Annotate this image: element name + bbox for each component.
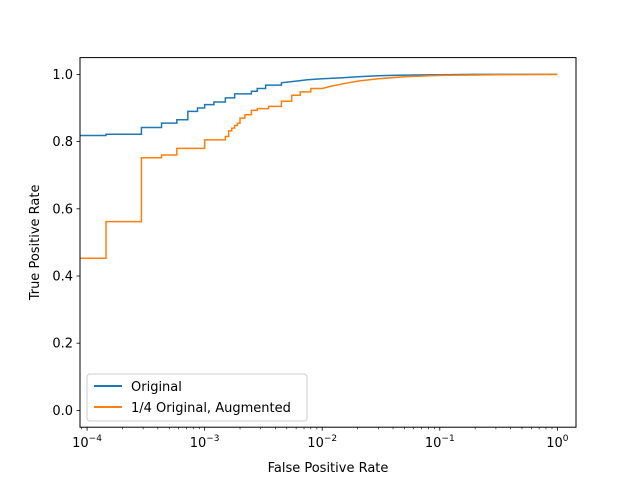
y-tick-label: 0.4: [52, 270, 73, 285]
series-layer: [80, 73, 558, 259]
y-tick-label: 0.0: [52, 404, 73, 419]
x-axis: 10−4 10−3 10−2 10−1 100: [72, 427, 569, 451]
x-axis-label: False Positive Rate: [268, 461, 389, 476]
x-tick-label: 10−2: [307, 434, 337, 451]
x-tick-label: 10−3: [190, 434, 220, 451]
x-tick-label: 10−4: [72, 434, 102, 451]
series-line-0: [80, 73, 558, 137]
x-tick-label: 10−1: [425, 434, 455, 451]
y-tick-label: 0.2: [52, 337, 73, 352]
legend-label-augmented: 1/4 Original, Augmented: [131, 401, 291, 416]
plot-frame: [79, 57, 577, 428]
y-axis-label: True Positive Rate: [28, 184, 43, 301]
series-line-1: [80, 73, 558, 259]
legend: Original 1/4 Original, Augmented: [86, 373, 308, 422]
y-tick-label: 1.0: [52, 68, 73, 83]
legend-label-original: Original: [131, 380, 182, 395]
y-tick-label: 0.8: [52, 135, 73, 150]
x-tick-label: 100: [546, 434, 569, 451]
y-axis: 0.0 0.2 0.4 0.6 0.8 1.0: [52, 68, 80, 419]
legend-box: [86, 373, 308, 422]
y-tick-label: 0.6: [52, 202, 73, 217]
